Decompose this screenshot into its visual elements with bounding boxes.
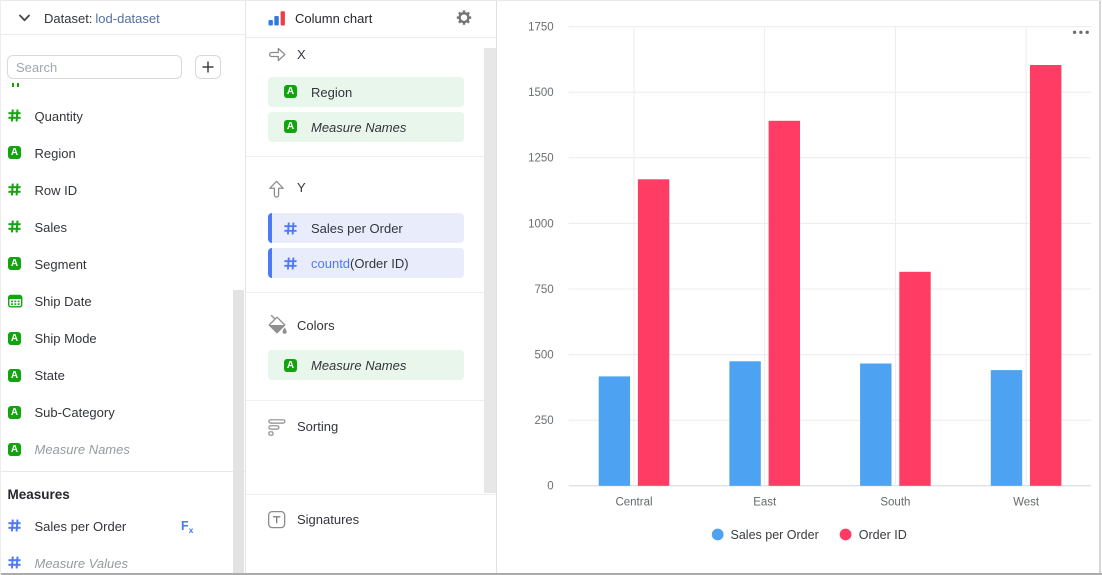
svg-text:250: 250	[535, 415, 554, 427]
svg-text:1500: 1500	[528, 87, 554, 99]
svg-text:Sales per Order: Sales per Order	[731, 528, 819, 542]
svg-text:Order ID: Order ID	[859, 528, 907, 542]
svg-text:1750: 1750	[528, 22, 554, 34]
svg-text:500: 500	[535, 350, 554, 362]
svg-text:South: South	[880, 497, 910, 509]
svg-text:East: East	[753, 497, 777, 509]
svg-text:West: West	[1013, 497, 1040, 509]
svg-text:1000: 1000	[528, 218, 554, 230]
svg-text:1250: 1250	[528, 153, 554, 165]
svg-text:Central: Central	[615, 497, 652, 509]
svg-text:750: 750	[535, 284, 554, 296]
svg-text:0: 0	[547, 481, 553, 493]
